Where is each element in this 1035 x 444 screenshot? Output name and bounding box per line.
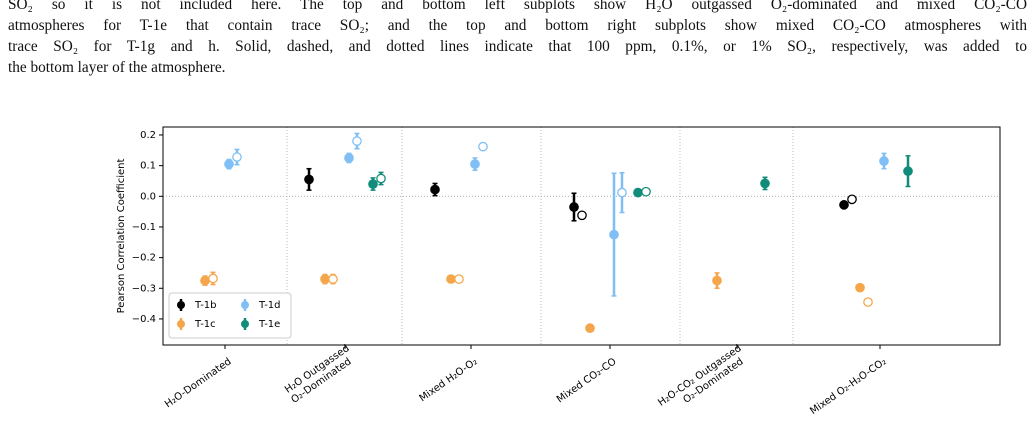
error-point xyxy=(855,282,865,293)
marker xyxy=(641,186,651,197)
text-line: SO₂ so it is not included here. The top … xyxy=(8,0,1027,13)
marker xyxy=(376,173,386,184)
marker xyxy=(470,159,480,169)
marker xyxy=(232,152,242,162)
marker xyxy=(712,275,722,286)
x-tick-label: H₂O-CO₂ Outgassed xyxy=(656,343,743,409)
y-tick-label: 0.1 xyxy=(140,161,156,172)
legend-marker xyxy=(241,301,249,309)
error-point xyxy=(879,152,889,170)
error-point xyxy=(617,171,627,214)
error-point xyxy=(633,187,643,198)
error-point xyxy=(609,172,619,297)
text-line: the bottom layer of the atmosphere. xyxy=(8,59,226,76)
error-point xyxy=(641,186,651,197)
y-tick-label: 0.2 xyxy=(140,130,156,141)
error-point xyxy=(224,158,234,170)
legend-label: T-1e xyxy=(258,319,280,330)
marker xyxy=(569,202,579,212)
error-point xyxy=(208,271,218,286)
marker xyxy=(617,187,627,198)
error-point xyxy=(344,152,354,164)
marker xyxy=(633,187,643,198)
marker xyxy=(847,194,857,205)
marker xyxy=(344,153,354,163)
error-point xyxy=(760,176,770,191)
legend-label: T-1b xyxy=(194,300,217,311)
marker xyxy=(200,275,210,286)
plot-frame xyxy=(162,126,1001,346)
error-point xyxy=(328,273,338,285)
marker xyxy=(577,210,587,221)
x-tick-label: Mixed CO₂-CO xyxy=(555,356,619,405)
error-point xyxy=(200,275,210,286)
error-point xyxy=(585,323,595,333)
y-tick-label: −0.4 xyxy=(132,314,156,325)
legend-box xyxy=(168,292,292,339)
marker xyxy=(352,136,362,146)
error-point xyxy=(446,274,456,284)
legend-marker xyxy=(177,301,185,309)
text-line: atmospheres for T-1e that contain trace … xyxy=(8,17,1027,34)
error-point xyxy=(304,167,314,191)
marker xyxy=(609,229,619,240)
marker xyxy=(454,274,464,284)
error-point xyxy=(712,272,722,290)
marker xyxy=(446,274,456,284)
marker xyxy=(208,273,218,284)
marker xyxy=(879,156,889,166)
error-point xyxy=(454,274,464,284)
error-point xyxy=(847,194,857,205)
y-tick-label: −0.2 xyxy=(132,253,156,264)
legend-label: T-1c xyxy=(194,319,216,330)
error-point xyxy=(839,200,849,210)
marker xyxy=(304,174,314,185)
error-point xyxy=(232,148,242,166)
marker xyxy=(368,179,378,189)
marker xyxy=(224,159,234,169)
marker xyxy=(903,166,913,177)
error-point xyxy=(376,171,386,186)
error-point xyxy=(478,141,488,152)
error-point xyxy=(577,210,587,221)
error-point xyxy=(863,297,873,307)
x-tick-label: Mixed O₂-H₂O-CO₂ xyxy=(808,356,888,417)
y-tick-label: 0.0 xyxy=(140,191,156,202)
legend-marker xyxy=(177,320,185,328)
paragraph: SO₂ so it is not included here. The top … xyxy=(8,0,1027,78)
marker xyxy=(478,141,488,152)
legend-marker xyxy=(241,320,249,328)
x-tick-label: H₂O-Dominated xyxy=(163,356,234,410)
legend-label: T-1d xyxy=(258,300,281,311)
marker xyxy=(839,200,849,210)
error-point xyxy=(352,132,362,150)
marker xyxy=(760,178,770,189)
marker xyxy=(320,274,330,284)
y-tick-label: −0.1 xyxy=(132,222,156,233)
error-point xyxy=(368,177,378,191)
marker xyxy=(855,282,865,293)
marker xyxy=(863,297,873,307)
y-axis-label: Pearson Correlation Coefficient xyxy=(116,159,127,314)
error-point xyxy=(569,192,579,222)
error-point xyxy=(320,273,330,285)
error-point xyxy=(430,182,440,197)
error-point xyxy=(470,157,480,171)
marker xyxy=(328,274,338,284)
error-point xyxy=(903,155,913,188)
marker xyxy=(430,184,440,195)
y-tick-label: −0.3 xyxy=(132,283,156,294)
x-tick-label: Mixed H₂O-O₂ xyxy=(417,356,479,404)
text-line: trace SO₂ for T-1g and h. Solid, dashed,… xyxy=(8,38,1027,55)
marker xyxy=(585,323,595,333)
